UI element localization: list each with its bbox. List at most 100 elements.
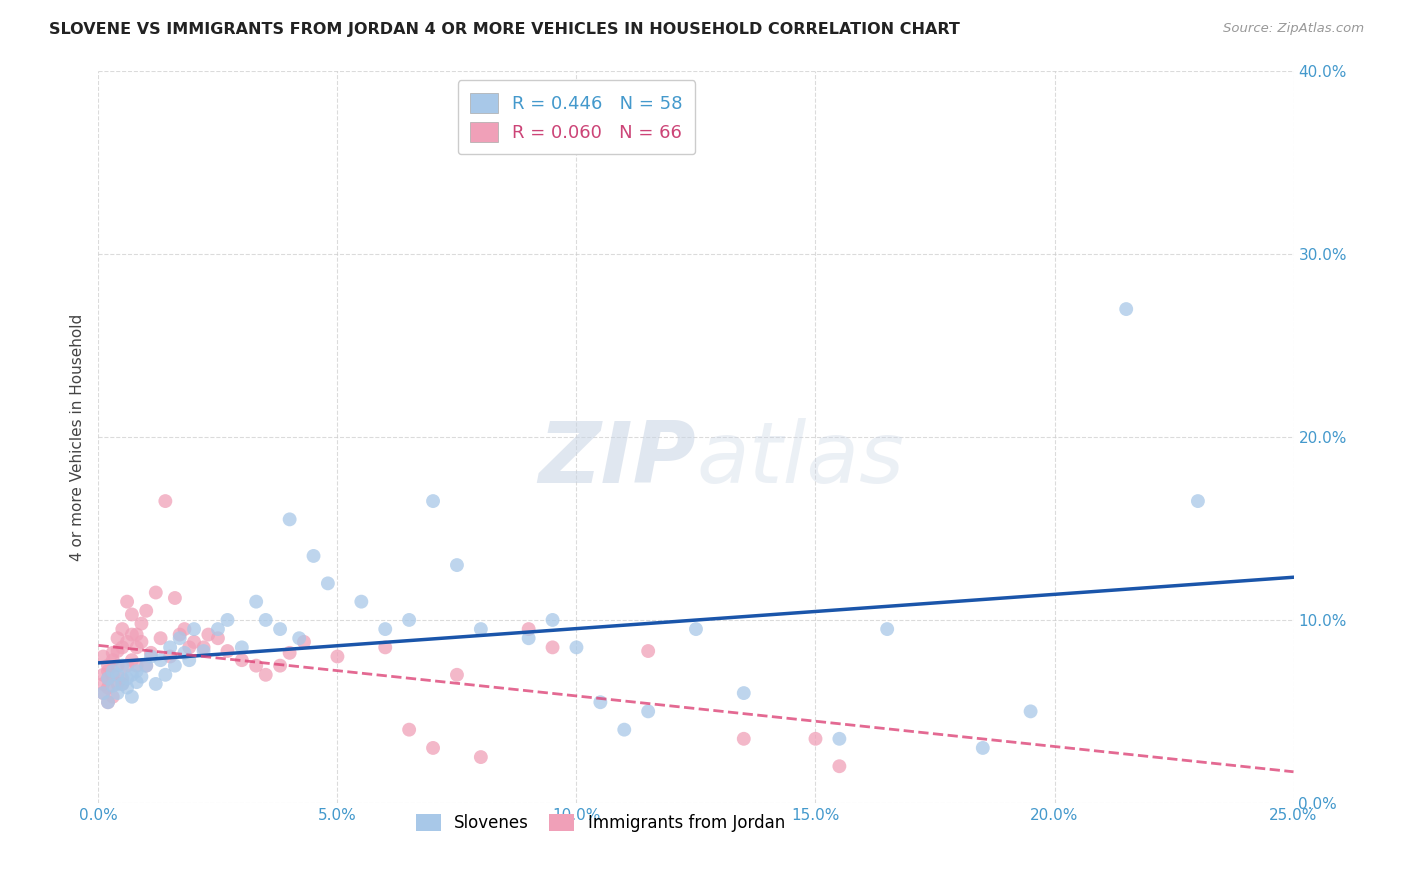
Point: [422, 494, 444, 508]
Point: [121, 653, 143, 667]
Point: [876, 622, 898, 636]
Point: [121, 690, 143, 704]
Point: [292, 635, 315, 649]
Point: [149, 653, 172, 667]
Point: [125, 658, 148, 673]
Point: [637, 705, 659, 719]
Point: [470, 750, 492, 764]
Point: [541, 640, 564, 655]
Point: [470, 622, 492, 636]
Point: [91, 686, 114, 700]
Point: [135, 658, 157, 673]
Point: [804, 731, 827, 746]
Point: [1019, 705, 1042, 719]
Point: [115, 594, 138, 608]
Point: [163, 591, 186, 605]
Point: [111, 677, 134, 691]
Point: [97, 658, 120, 673]
Point: [245, 594, 267, 608]
Point: [183, 622, 205, 636]
Point: [131, 670, 153, 684]
Point: [91, 686, 114, 700]
Point: [149, 632, 172, 646]
Text: atlas: atlas: [696, 417, 904, 500]
Point: [125, 627, 148, 641]
Point: [121, 667, 143, 681]
Point: [115, 672, 138, 686]
Point: [131, 616, 153, 631]
Point: [326, 649, 349, 664]
Point: [446, 558, 468, 573]
Point: [101, 667, 124, 681]
Point: [288, 632, 311, 646]
Text: SLOVENE VS IMMIGRANTS FROM JORDAN 4 OR MORE VEHICLES IN HOUSEHOLD CORRELATION CH: SLOVENE VS IMMIGRANTS FROM JORDAN 4 OR M…: [49, 22, 960, 37]
Point: [125, 675, 148, 690]
Point: [155, 494, 177, 508]
Point: [302, 549, 325, 563]
Point: [173, 622, 195, 636]
Point: [254, 667, 277, 681]
Point: [374, 640, 396, 655]
Point: [278, 512, 301, 526]
Point: [131, 635, 153, 649]
Point: [207, 622, 229, 636]
Point: [163, 658, 186, 673]
Point: [269, 658, 291, 673]
Point: [733, 731, 755, 746]
Point: [107, 686, 129, 700]
Point: [517, 632, 540, 646]
Point: [193, 640, 215, 655]
Point: [135, 658, 157, 673]
Point: [217, 613, 239, 627]
Point: [107, 658, 129, 673]
Legend: Slovenes, Immigrants from Jordan: Slovenes, Immigrants from Jordan: [409, 807, 792, 838]
Point: [207, 632, 229, 646]
Point: [97, 672, 120, 686]
Point: [159, 640, 181, 655]
Point: [101, 690, 124, 704]
Point: [231, 640, 253, 655]
Point: [101, 653, 124, 667]
Point: [613, 723, 636, 737]
Point: [245, 658, 267, 673]
Point: [422, 740, 444, 755]
Point: [97, 695, 120, 709]
Point: [121, 607, 143, 622]
Point: [107, 632, 129, 646]
Point: [111, 622, 134, 636]
Point: [1187, 494, 1209, 508]
Y-axis label: 4 or more Vehicles in Household: 4 or more Vehicles in Household: [69, 313, 84, 561]
Point: [111, 672, 134, 686]
Point: [135, 604, 157, 618]
Point: [91, 677, 114, 691]
Point: [685, 622, 707, 636]
Point: [97, 664, 120, 678]
Point: [179, 640, 201, 655]
Point: [231, 653, 253, 667]
Point: [111, 677, 134, 691]
Point: [173, 646, 195, 660]
Point: [1115, 301, 1137, 317]
Point: [350, 594, 373, 608]
Point: [517, 622, 540, 636]
Point: [139, 649, 162, 664]
Point: [125, 640, 148, 655]
Point: [91, 667, 114, 681]
Point: [107, 667, 129, 681]
Point: [217, 644, 239, 658]
Point: [972, 740, 994, 755]
Point: [107, 677, 129, 691]
Point: [169, 632, 191, 646]
Point: [121, 627, 143, 641]
Point: [139, 646, 162, 660]
Point: [733, 686, 755, 700]
Point: [637, 644, 659, 658]
Point: [115, 681, 138, 695]
Point: [316, 576, 339, 591]
Point: [398, 613, 420, 627]
Point: [398, 723, 420, 737]
Point: [145, 585, 167, 599]
Text: ZIP: ZIP: [538, 417, 696, 500]
Point: [169, 627, 191, 641]
Point: [374, 622, 396, 636]
